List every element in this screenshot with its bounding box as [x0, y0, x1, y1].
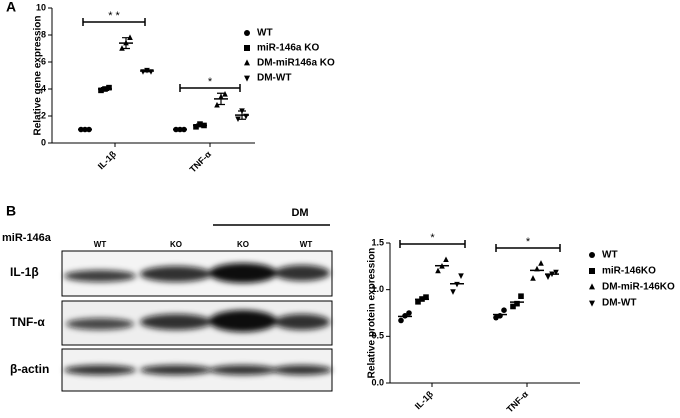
point	[497, 313, 503, 319]
point	[148, 69, 154, 75]
point	[510, 303, 516, 310]
panel-label: A	[6, 0, 16, 15]
legend-marker	[589, 300, 595, 307]
y-tick-label: 8	[41, 29, 46, 39]
lane-label: WT	[94, 240, 107, 249]
significance-label: * *	[108, 10, 120, 22]
point	[98, 87, 104, 94]
point	[127, 34, 133, 40]
point	[545, 274, 551, 280]
legend-label: miR-146a KO	[257, 43, 319, 54]
point	[140, 69, 146, 75]
point	[82, 126, 88, 133]
y-axis-label: Relative protein expression	[367, 248, 378, 379]
row-header: miR-146a	[2, 232, 52, 244]
x-tick-label: IL-1β	[413, 389, 436, 412]
point	[553, 269, 559, 276]
legend-label: DM-miR-146KO	[602, 282, 675, 293]
lane-label: KO	[237, 240, 249, 249]
point	[415, 299, 421, 305]
legend-label: miR-146KO	[602, 266, 656, 277]
point	[214, 101, 220, 108]
y-tick-label: 6	[41, 56, 46, 66]
point	[119, 45, 125, 51]
point	[514, 300, 520, 307]
lane-label: KO	[170, 240, 182, 249]
point	[454, 281, 460, 288]
significance-label: *	[208, 76, 213, 88]
legend-marker	[589, 252, 595, 258]
lane-label: WT	[300, 240, 313, 249]
point	[406, 310, 412, 316]
point	[173, 126, 179, 133]
point	[243, 113, 249, 120]
y-tick-label: 2	[41, 110, 46, 120]
y-tick-label: 0.0	[371, 377, 384, 387]
point	[78, 126, 84, 133]
x-tick-label: TNF-α	[188, 149, 214, 175]
point	[549, 271, 555, 278]
legend-marker	[589, 268, 595, 274]
point	[222, 91, 228, 97]
protein-label: IL-1β	[10, 265, 39, 279]
y-tick-label: 1.0	[371, 284, 384, 294]
point	[201, 122, 207, 129]
point	[102, 86, 108, 92]
y-tick-label: 1.5	[371, 237, 384, 247]
y-tick-label: 0	[41, 137, 46, 147]
group-label: DM	[291, 207, 308, 219]
point	[538, 260, 544, 266]
point	[86, 126, 92, 133]
protein-label: β-actin	[10, 362, 49, 376]
point	[181, 126, 187, 133]
legend-marker	[244, 59, 250, 66]
point	[534, 265, 540, 272]
point	[419, 296, 425, 302]
point	[398, 317, 404, 324]
significance-bracket	[179, 84, 241, 92]
point	[106, 84, 112, 91]
point	[501, 307, 507, 314]
legend-label: WT	[602, 250, 618, 261]
x-tick-label: IL-1β	[96, 149, 119, 172]
legend-marker	[244, 30, 250, 36]
significance-label: *	[430, 232, 435, 244]
legend-label: DM-WT	[602, 298, 636, 309]
panel-label: B	[6, 203, 16, 219]
point	[458, 273, 464, 280]
significance-bracket	[495, 244, 561, 252]
point	[423, 294, 429, 300]
y-tick-label: 0.5	[371, 331, 384, 341]
legend-label: WT	[257, 28, 273, 39]
point	[450, 289, 456, 295]
point	[435, 267, 441, 274]
point	[439, 262, 445, 269]
blot	[61, 250, 333, 392]
point	[402, 313, 408, 319]
point	[443, 256, 449, 263]
y-tick-label: 10	[36, 2, 46, 12]
point	[518, 293, 524, 299]
significance-label: *	[526, 236, 531, 248]
point	[218, 93, 224, 100]
legend-label: DM-miR146a KO	[257, 58, 335, 69]
protein-label: TNF-α	[10, 315, 45, 329]
point	[197, 121, 203, 127]
significance-bracket	[82, 18, 146, 26]
point	[235, 116, 241, 123]
x-tick-label: TNF-α	[505, 389, 531, 415]
point	[123, 39, 129, 46]
significance-bracket	[399, 240, 466, 248]
legend-marker	[589, 283, 595, 290]
point	[239, 108, 245, 114]
point	[530, 275, 536, 281]
legend-marker	[244, 45, 250, 51]
y-axis-label: Relative gene expression	[33, 15, 44, 135]
legend-marker	[244, 75, 250, 82]
point	[193, 124, 199, 130]
legend-label: DM-WT	[257, 73, 291, 84]
point	[177, 126, 183, 133]
y-tick-label: 4	[41, 83, 46, 93]
